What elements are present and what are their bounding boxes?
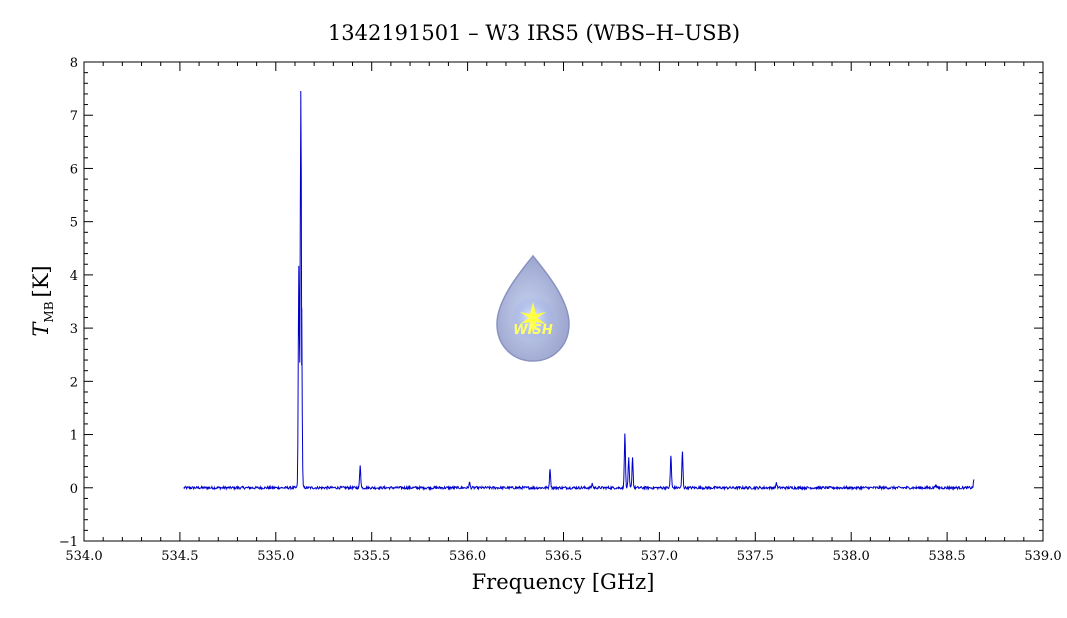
y-axis-label-sub: MB [42, 301, 56, 322]
y-tick-label: 1 [70, 429, 78, 444]
svg-text:TMB[K]: TMB [K] [29, 265, 56, 336]
x-tick-label: 536.0 [449, 549, 486, 564]
chart-title: 1342191501 – W3 IRS5 (WBS–H–USB) [328, 21, 740, 45]
y-axis-label: TMB [K] [29, 265, 56, 336]
x-tick-label: 536.5 [545, 549, 582, 564]
y-axis: −1 0 1 2 3 4 5 6 7 8 [59, 56, 1043, 550]
y-tick-label: 0 [70, 482, 78, 497]
x-tick-label: 534.0 [65, 549, 102, 564]
x-tick-label: 538.0 [833, 549, 870, 564]
logo-text: WISH [513, 323, 553, 338]
y-tick-label: 3 [70, 322, 78, 337]
y-tick-label: 7 [70, 109, 78, 124]
x-tick-label: 539.0 [1024, 549, 1061, 564]
y-axis-label-main: T [29, 321, 53, 337]
y-tick-label: 2 [70, 375, 78, 390]
x-axis: 534.0 534.5 535.0 535.5 536.0 536.5 537.0 537.5… [65, 62, 1062, 564]
spectrum-line [183, 90, 975, 491]
y-tick-label: 6 [70, 162, 78, 177]
star-icon [520, 302, 546, 334]
x-axis-label: Frequency [GHz] [472, 570, 655, 594]
y-tick-label: 4 [70, 269, 78, 284]
y-axis-label-unit: [K] [29, 265, 53, 297]
y-tick-label: −1 [59, 535, 78, 550]
x-tick-label: 537.5 [737, 549, 774, 564]
y-tick-label: 8 [70, 56, 78, 71]
x-tick-label: 535.0 [257, 549, 294, 564]
x-tick-label: 538.5 [928, 549, 965, 564]
x-tick-label: 534.5 [161, 549, 198, 564]
y-tick-label: 5 [70, 216, 78, 231]
x-tick-label: 535.5 [353, 549, 390, 564]
wish-logo: WISH [496, 254, 570, 362]
x-tick-label: 537.0 [641, 549, 678, 564]
